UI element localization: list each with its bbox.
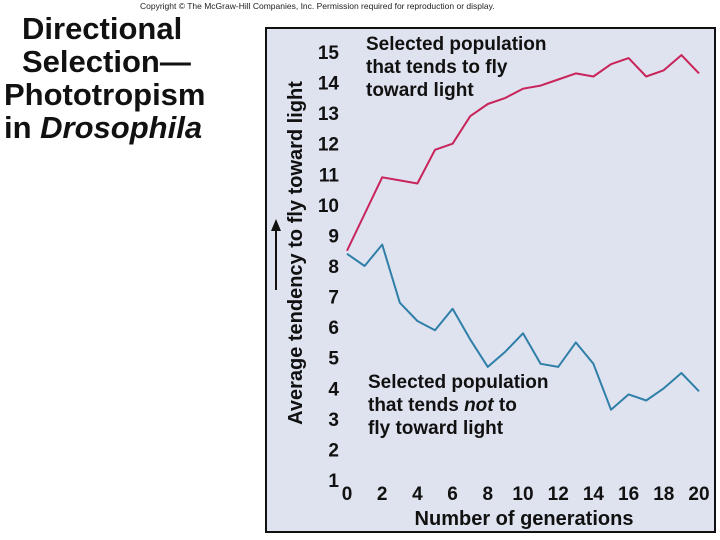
arrow-head	[271, 219, 281, 231]
y-tick-label: 4	[328, 379, 339, 400]
series-line-not_toward	[346, 243, 700, 411]
series-label-not-toward: that tends not to	[368, 395, 517, 416]
y-tick-label: 3	[328, 410, 339, 431]
y-tick-label: 9	[328, 226, 339, 247]
y-tick-label: 7	[328, 288, 339, 309]
x-tick-label: 2	[377, 484, 388, 505]
slide-title: Directional Selection— Phototropism in D…	[4, 12, 206, 144]
x-tick-label: 12	[548, 484, 569, 505]
series-label-not-toward: fly toward light	[368, 418, 504, 439]
y-tick-label: 8	[328, 257, 339, 278]
y-tick-label: 10	[318, 196, 339, 217]
x-tick-label: 4	[412, 484, 423, 505]
x-tick-label: 16	[618, 484, 639, 505]
x-tick-label: 10	[512, 484, 533, 505]
series-label-toward: that tends to fly	[366, 57, 508, 78]
y-axis-arrow	[271, 219, 281, 290]
y-axis-title: Average tendency to fly toward light	[285, 81, 307, 425]
x-axis-title: Number of generations	[415, 508, 634, 530]
title-line-4-prefix: in	[4, 110, 41, 145]
x-tick-label: 6	[447, 484, 458, 505]
title-line-2: Selection—	[22, 44, 191, 79]
title-line-3: Phototropism	[4, 77, 206, 112]
copyright-notice: Copyright © The McGraw-Hill Companies, I…	[140, 1, 495, 11]
y-axis-title-group: Average tendency to fly toward light	[285, 81, 307, 425]
y-tick-label: 2	[328, 440, 339, 461]
y-tick-label: 15	[318, 43, 340, 64]
y-tick-label: 1	[328, 471, 339, 492]
x-tick-label: 0	[342, 484, 353, 505]
x-tick-label: 8	[483, 484, 494, 505]
chart-panel	[265, 27, 716, 533]
title-line-4: in Drosophila	[4, 111, 206, 144]
y-tick-label: 6	[328, 318, 339, 339]
title-species: Drosophila	[40, 110, 203, 145]
title-line-1: Directional	[22, 11, 183, 46]
y-tick-label: 11	[319, 165, 340, 186]
y-tick-label: 14	[318, 74, 340, 95]
y-tick-label: 5	[328, 349, 339, 370]
x-tick-label: 14	[583, 484, 605, 505]
x-tick-label: 20	[688, 484, 709, 505]
series-label-toward: Selected population	[366, 34, 547, 55]
y-tick-label: 12	[318, 135, 339, 156]
x-tick-label: 18	[653, 484, 674, 505]
y-tick-label: 13	[318, 104, 339, 125]
series-label-toward: toward light	[366, 80, 474, 101]
series-label-not-toward: Selected population	[368, 372, 549, 393]
series-line-toward	[346, 54, 700, 252]
